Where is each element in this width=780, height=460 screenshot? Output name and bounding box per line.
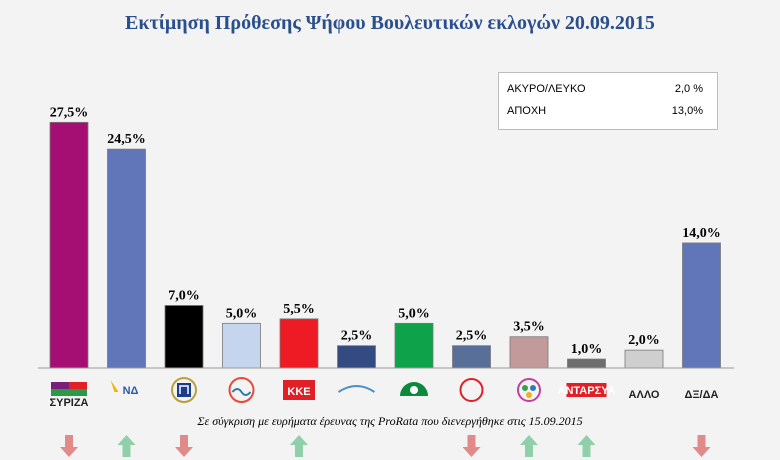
- party-name-label: ΣΥΡΙΖΑ: [50, 397, 89, 409]
- bar: [509, 336, 549, 369]
- bar-value-label: 14,0%: [682, 226, 721, 241]
- chart-title: Εκτίμηση Πρόθεσης Ψήφου Βουλευτικών εκλο…: [125, 12, 655, 34]
- info-value: 13,0%: [671, 105, 703, 117]
- bar: [222, 322, 261, 369]
- bar: [394, 322, 434, 369]
- trend-arrows: [60, 435, 711, 457]
- arrow-up-icon: [117, 435, 136, 457]
- nd-torch-icon: ΝΔ: [110, 380, 139, 397]
- arrow-up-icon: [520, 435, 538, 457]
- text-label: ΑΛΛΟ: [629, 389, 660, 401]
- text-label: ΔΞ/ΔΑ: [685, 389, 719, 401]
- bar: [452, 345, 491, 369]
- bar: [337, 345, 376, 369]
- party-name-label: ΝΔ: [123, 385, 139, 397]
- bar-value-label: 3,5%: [513, 320, 545, 335]
- bar: [682, 242, 721, 369]
- bar: [279, 318, 319, 369]
- bar-value-label: 2,5%: [341, 329, 373, 344]
- bar: [164, 305, 204, 369]
- info-label: ΑΠΟΧΗ: [507, 105, 547, 117]
- pasok-sun-icon: [400, 382, 428, 396]
- bars-group: 27,5% 24,5% 7,0% 5,0% 5,5% 2,5% 5,0% 2,5% 3,5% 1,…: [49, 105, 721, 369]
- info-value: 2,0 %: [674, 83, 703, 95]
- arrow-down-icon: [692, 435, 711, 457]
- party-name-label: ΔΞ/ΔΑ: [685, 389, 719, 401]
- bar: [107, 148, 146, 369]
- info-box: ΑΚΥΡΟ/ΛΕΥΚΟ 2,0 % ΑΠΟΧΗ 13,0%: [498, 72, 718, 130]
- party-name-label: ΑΝΤΑΡΣΥΑ: [558, 385, 616, 397]
- footnote: Σε σύγκριση με ευρήματα έρευνας της ProR…: [197, 414, 583, 428]
- lae-logo-icon: [459, 378, 484, 402]
- potami-wave-icon: [228, 377, 255, 403]
- bar-value-label: 2,0%: [628, 333, 660, 348]
- party-name-label: ΑΛΛΟ: [629, 389, 660, 401]
- bar-value-label: 5,0%: [398, 306, 430, 321]
- bar-value-label: 5,0%: [226, 306, 258, 321]
- syriza-flag-icon: ΣΥΡΙΖΑ: [50, 382, 89, 409]
- party-name-label: ΚΚΕ: [287, 386, 310, 398]
- party-logos: ΣΥΡΙΖΑ ΝΔ ΚΚΕ ΑΝΤΑΡΣΥΑ ΑΛΛΟ ΔΞ/ΔΑ: [50, 377, 719, 409]
- bar-value-label: 27,5%: [50, 105, 89, 120]
- bar-value-label: 2,5%: [456, 329, 488, 344]
- bar-value-label: 1,0%: [571, 342, 603, 357]
- bar-value-label: 24,5%: [107, 132, 146, 147]
- kke-logo-icon: ΚΚΕ: [283, 380, 315, 400]
- arrow-up-icon: [577, 435, 596, 457]
- bar: [624, 349, 664, 369]
- info-row-abstention: ΑΠΟΧΗ 13,0%: [507, 105, 703, 123]
- arrow-down-icon: [60, 435, 78, 457]
- info-label: ΑΚΥΡΟ/ΛΕΥΚΟ: [507, 83, 586, 95]
- bar: [49, 121, 89, 369]
- bar-value-label: 7,0%: [168, 288, 200, 303]
- info-row-invalid: ΑΚΥΡΟ/ΛΕΥΚΟ 2,0 %: [507, 83, 703, 101]
- bar-value-label: 5,5%: [283, 302, 315, 317]
- enosi-kentroon-logo-icon: [517, 378, 541, 402]
- anel-logo-icon: [337, 385, 376, 393]
- golden-dawn-meander-icon: [171, 377, 197, 403]
- arrow-up-icon: [290, 435, 308, 457]
- arrow-down-icon: [175, 435, 193, 457]
- arrow-down-icon: [462, 435, 481, 457]
- bar: [567, 358, 606, 369]
- antarsya-logo-icon: ΑΝΤΑΡΣΥΑ: [558, 383, 616, 397]
